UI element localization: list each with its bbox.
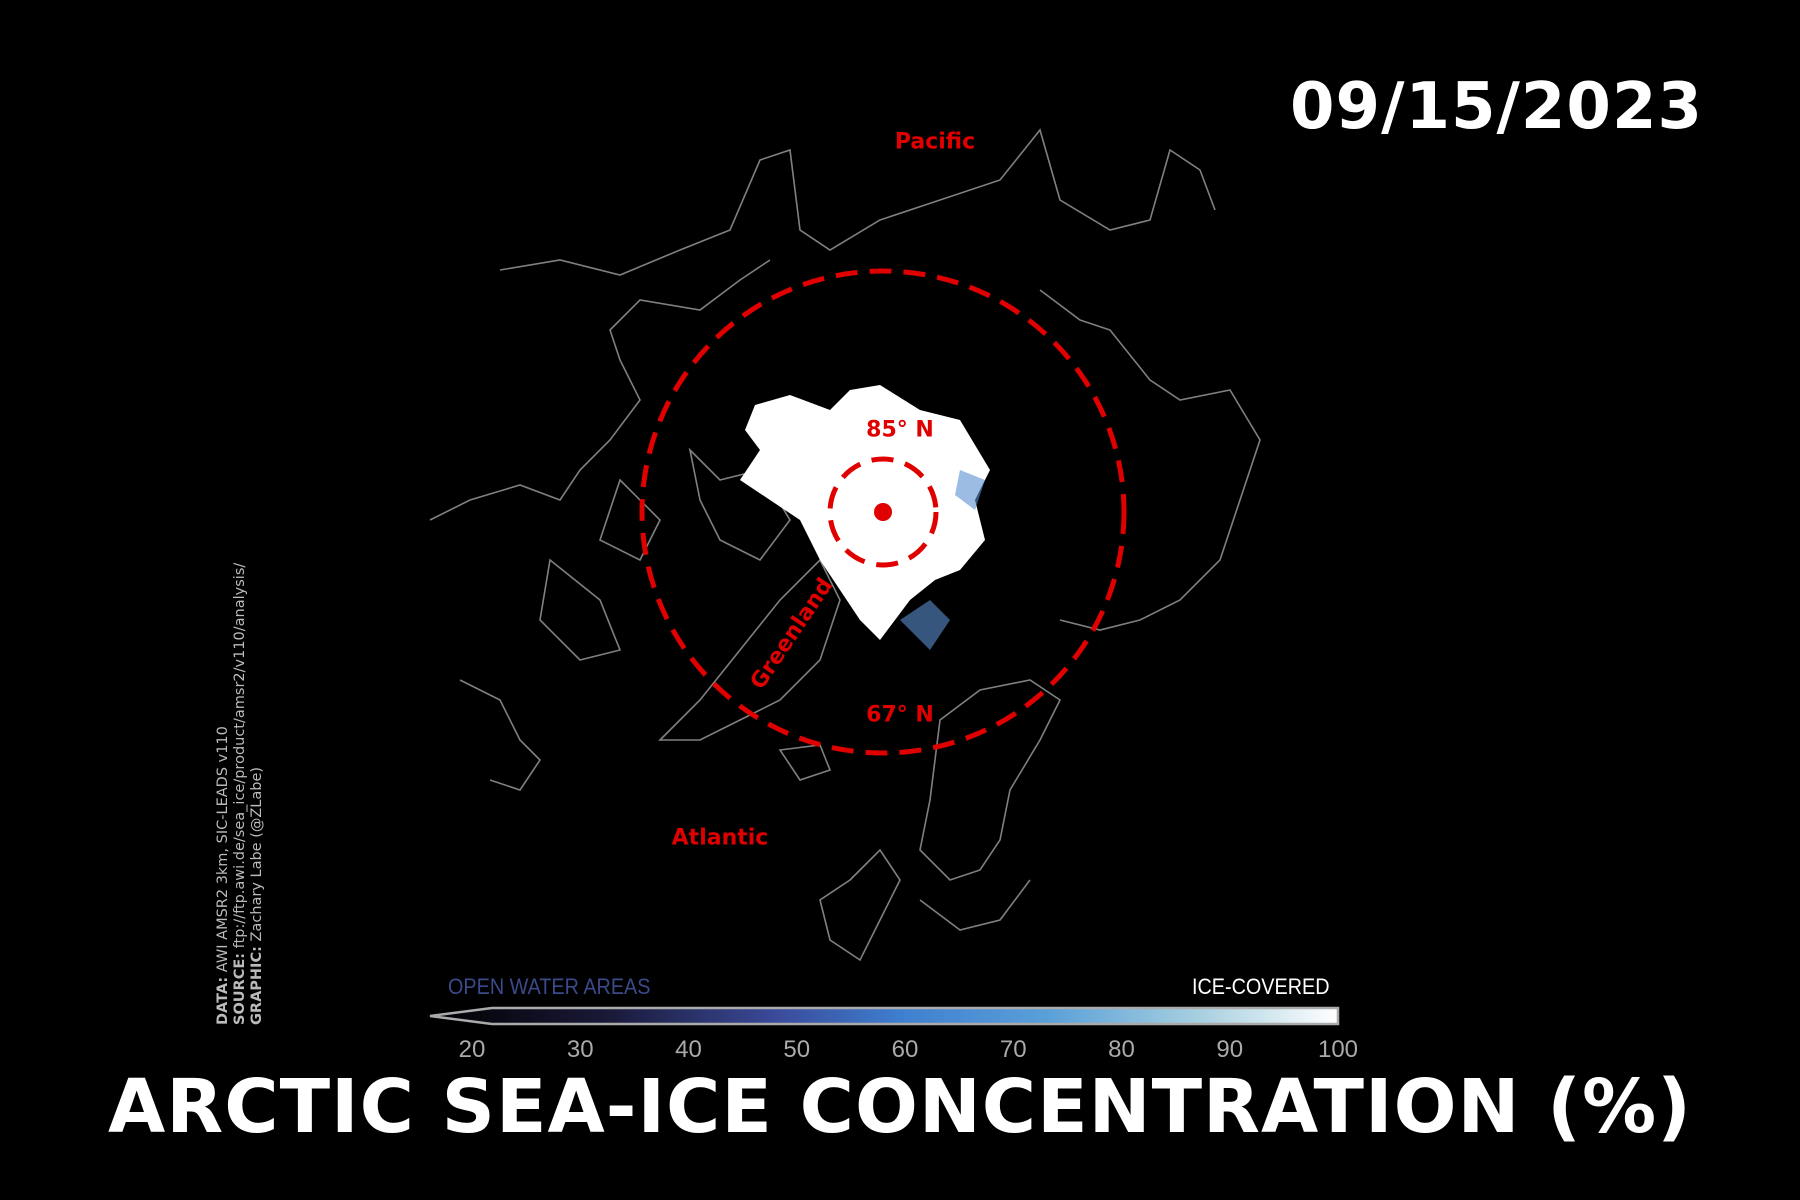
circle-67n: [639, 268, 1127, 756]
colorbar-tick: 100: [1317, 1036, 1359, 1063]
coastline-canada: [429, 259, 771, 521]
coastline-alaska-siberia: [499, 128, 1216, 276]
label-85n: 85° N: [866, 417, 934, 443]
credit-source-value: ftp://ftp.awi.de/sea_ice/product/amsr2/v…: [232, 562, 248, 953]
credit-data-label: DATA:: [215, 976, 231, 1025]
credit-graphic-value: Zachary Labe (@ZLabe): [249, 766, 265, 947]
sea-ice-extent: [740, 385, 990, 640]
colorbar-tick: 80: [1108, 1036, 1135, 1063]
colorbar-tick: 30: [566, 1036, 594, 1063]
coastline-russia: [1039, 289, 1261, 631]
colorbar-tick: 90: [1216, 1036, 1244, 1063]
colorbar: [429, 1006, 1340, 1026]
latitude-circles: [639, 268, 1127, 756]
colorbar-right-label: ICE-COVERED: [1192, 974, 1330, 999]
sea-ice-edge-blue: [900, 470, 985, 650]
credits: DATA: AWI AMSR2 3km, SIC-LEADS v110 SOUR…: [215, 563, 266, 1025]
coastline-canadian-archipelago: [539, 447, 791, 661]
chart-title: ARCTIC SEA-ICE CONCENTRATION (%): [108, 1064, 1692, 1150]
colorbar-left-label: OPEN WATER AREAS: [448, 974, 651, 999]
credit-graphic-label: GRAPHIC:: [249, 946, 265, 1025]
date-label: 09/15/2023: [1290, 70, 1703, 144]
colorbar-tick: 70: [999, 1036, 1027, 1063]
colorbar-tick: 50: [783, 1036, 811, 1063]
coastline-hudson: [459, 679, 542, 791]
coastline-iceland: [778, 744, 832, 781]
colorbar-tick: 40: [675, 1036, 702, 1063]
colorbar-tick: 60: [891, 1036, 919, 1063]
coastline-europe: [819, 848, 1031, 962]
credit-data-value: AWI AMSR2 3km, SIC-LEADS v110: [215, 726, 231, 977]
colorbar-tick: 20: [458, 1036, 486, 1063]
label-67n: 67° N: [866, 702, 934, 728]
label-atlantic: Atlantic: [671, 825, 769, 851]
coastline-scandinavia: [919, 679, 1062, 881]
coastline-greenland: [658, 558, 841, 741]
circle-85n: [827, 456, 939, 568]
coastlines: [429, 128, 1261, 962]
north-pole-dot: [874, 503, 892, 521]
label-pacific: Pacific: [894, 129, 976, 155]
credit-source-label: SOURCE:: [232, 952, 248, 1025]
